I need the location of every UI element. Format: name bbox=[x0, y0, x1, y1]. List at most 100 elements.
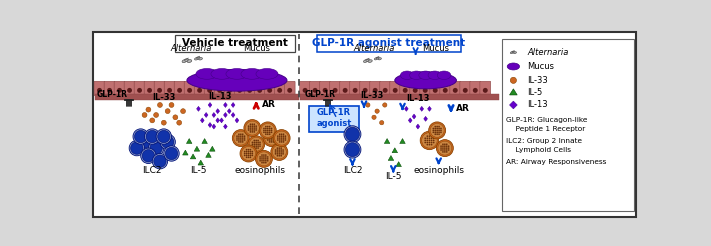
Circle shape bbox=[267, 160, 269, 162]
Circle shape bbox=[434, 133, 436, 135]
Polygon shape bbox=[385, 138, 390, 143]
Polygon shape bbox=[412, 114, 416, 119]
Circle shape bbox=[432, 130, 434, 131]
Circle shape bbox=[434, 126, 436, 127]
Circle shape bbox=[346, 143, 359, 156]
Circle shape bbox=[187, 88, 192, 93]
Circle shape bbox=[269, 131, 270, 133]
Circle shape bbox=[263, 130, 264, 131]
Circle shape bbox=[142, 150, 154, 162]
Circle shape bbox=[437, 131, 438, 133]
Circle shape bbox=[242, 135, 244, 137]
Circle shape bbox=[244, 139, 245, 141]
Circle shape bbox=[437, 130, 438, 131]
Circle shape bbox=[242, 147, 255, 160]
Circle shape bbox=[244, 151, 245, 153]
Polygon shape bbox=[420, 106, 424, 111]
Text: IL-33: IL-33 bbox=[528, 76, 548, 85]
Polygon shape bbox=[228, 109, 231, 114]
Circle shape bbox=[283, 137, 284, 139]
Circle shape bbox=[207, 88, 212, 93]
Circle shape bbox=[244, 135, 245, 137]
Ellipse shape bbox=[378, 58, 381, 60]
Circle shape bbox=[177, 120, 182, 125]
Circle shape bbox=[269, 130, 270, 131]
Circle shape bbox=[438, 130, 440, 131]
Circle shape bbox=[442, 143, 444, 145]
Circle shape bbox=[263, 128, 264, 129]
FancyBboxPatch shape bbox=[480, 81, 491, 96]
Circle shape bbox=[154, 155, 166, 167]
Circle shape bbox=[246, 154, 247, 156]
Circle shape bbox=[260, 145, 261, 147]
FancyBboxPatch shape bbox=[410, 81, 421, 96]
Text: ILC2: Group 2 Innate: ILC2: Group 2 Innate bbox=[506, 138, 582, 144]
Circle shape bbox=[160, 134, 176, 150]
Polygon shape bbox=[208, 123, 212, 127]
Circle shape bbox=[261, 158, 263, 160]
FancyBboxPatch shape bbox=[264, 81, 275, 96]
Circle shape bbox=[483, 88, 488, 93]
Polygon shape bbox=[210, 146, 215, 151]
Circle shape bbox=[173, 115, 178, 120]
Circle shape bbox=[252, 145, 253, 147]
FancyBboxPatch shape bbox=[440, 81, 451, 96]
Circle shape bbox=[373, 88, 378, 93]
Ellipse shape bbox=[513, 52, 516, 54]
Text: GLP-1R
agonist: GLP-1R agonist bbox=[316, 108, 352, 128]
Circle shape bbox=[131, 142, 143, 154]
Circle shape bbox=[197, 88, 202, 93]
Circle shape bbox=[247, 151, 250, 153]
Text: eosinophils: eosinophils bbox=[413, 166, 464, 175]
Circle shape bbox=[236, 137, 238, 139]
Circle shape bbox=[429, 139, 430, 141]
Circle shape bbox=[252, 153, 253, 154]
Polygon shape bbox=[231, 103, 235, 108]
Circle shape bbox=[434, 128, 436, 129]
Circle shape bbox=[263, 130, 280, 147]
Ellipse shape bbox=[187, 60, 192, 62]
Circle shape bbox=[413, 88, 417, 93]
Ellipse shape bbox=[365, 59, 370, 62]
Circle shape bbox=[431, 135, 432, 137]
FancyBboxPatch shape bbox=[245, 81, 255, 96]
Circle shape bbox=[271, 141, 272, 143]
FancyBboxPatch shape bbox=[320, 81, 331, 96]
Ellipse shape bbox=[363, 60, 368, 62]
Circle shape bbox=[257, 145, 259, 147]
Circle shape bbox=[432, 128, 434, 129]
Text: eosinophils: eosinophils bbox=[235, 166, 286, 175]
Circle shape bbox=[271, 139, 272, 141]
Polygon shape bbox=[205, 153, 211, 157]
Text: Alternaria: Alternaria bbox=[170, 44, 211, 53]
Circle shape bbox=[250, 125, 251, 127]
Circle shape bbox=[279, 155, 280, 157]
Text: GLP-1R: GLP-1R bbox=[305, 90, 336, 99]
Circle shape bbox=[280, 149, 282, 151]
Circle shape bbox=[448, 145, 449, 147]
Text: GLP-1R agonist treatment: GLP-1R agonist treatment bbox=[312, 38, 465, 48]
Circle shape bbox=[437, 128, 438, 129]
Circle shape bbox=[246, 151, 247, 153]
Circle shape bbox=[265, 130, 267, 131]
Circle shape bbox=[438, 141, 451, 155]
Circle shape bbox=[448, 147, 449, 149]
Circle shape bbox=[437, 126, 438, 127]
Circle shape bbox=[261, 162, 263, 164]
Ellipse shape bbox=[400, 71, 414, 79]
Circle shape bbox=[433, 88, 438, 93]
Circle shape bbox=[442, 145, 444, 147]
Circle shape bbox=[510, 77, 516, 83]
Circle shape bbox=[252, 154, 253, 156]
Polygon shape bbox=[186, 138, 192, 143]
Ellipse shape bbox=[437, 71, 451, 79]
Circle shape bbox=[438, 128, 440, 129]
Circle shape bbox=[274, 151, 277, 153]
Circle shape bbox=[244, 137, 245, 139]
FancyBboxPatch shape bbox=[460, 81, 471, 96]
Circle shape bbox=[431, 144, 432, 145]
Circle shape bbox=[269, 133, 270, 135]
Circle shape bbox=[181, 109, 186, 114]
Circle shape bbox=[177, 88, 182, 93]
Circle shape bbox=[253, 127, 255, 129]
